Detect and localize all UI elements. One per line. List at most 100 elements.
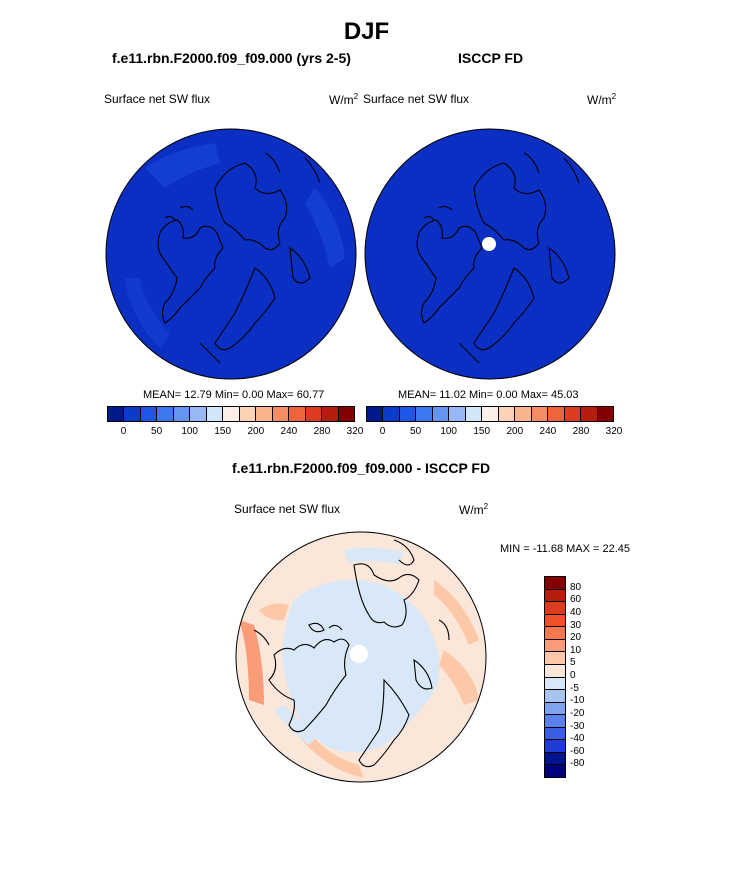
colorbar-swatch <box>545 702 565 716</box>
colorbar-tick-label: -10 <box>570 695 585 707</box>
colorbar-swatch <box>548 407 565 421</box>
left-panel-subtitle: f.e11.rbn.F2000.f09_f09.000 (yrs 2-5) <box>112 50 351 66</box>
colorbar-tick-label: -5 <box>570 682 579 694</box>
left-colorbar-ticks: 0 50 100 150 200 240 280 320 <box>107 426 364 440</box>
left-panel-variable: Surface net SW flux <box>104 92 211 106</box>
left-colorbar <box>107 406 355 422</box>
colorbar-swatch <box>545 602 565 615</box>
right-panel-units: W/m2 <box>587 92 617 107</box>
colorbar-tick-label: 0 <box>570 670 576 681</box>
colorbar-swatch <box>140 407 158 421</box>
colorbar-tick-label: 60 <box>570 594 582 606</box>
colorbar-tick-label: 200 <box>247 426 265 437</box>
colorbar-swatch <box>531 407 549 421</box>
colorbar-swatch <box>289 407 306 421</box>
diff-colorbar <box>544 576 566 778</box>
diff-panel-units: W/m2 <box>459 502 489 517</box>
colorbar-swatch <box>545 690 565 703</box>
colorbar-tick-label: 50 <box>410 426 422 437</box>
colorbar-swatch <box>367 407 384 421</box>
diff-panel-variable: Surface net SW flux <box>234 502 341 516</box>
colorbar-tick-label: 280 <box>572 426 590 437</box>
colorbar-swatch <box>432 407 450 421</box>
diff-panel-map <box>235 531 487 783</box>
colorbar-tick-label: 150 <box>473 426 491 437</box>
colorbar-tick-label: -60 <box>570 745 585 757</box>
left-panel-map <box>105 128 357 380</box>
colorbar-tick-label: -20 <box>570 707 585 719</box>
colorbar-swatch <box>545 614 565 628</box>
colorbar-tick-label: 5 <box>570 657 576 669</box>
colorbar-tick-label: 100 <box>181 426 198 437</box>
colorbar-swatch <box>338 407 355 421</box>
colorbar-tick-label: 200 <box>506 426 524 437</box>
colorbar-swatch <box>108 407 125 421</box>
colorbar-swatch <box>465 407 483 421</box>
diff-colorbar-ticks: 80 60 40 30 20 10 5 0 -5 -10 -20 -30 -40 -60 -80 <box>570 576 610 778</box>
colorbar-swatch <box>190 407 207 421</box>
colorbar-swatch <box>545 715 565 728</box>
colorbar-swatch <box>545 652 565 665</box>
colorbar-swatch <box>597 407 614 421</box>
colorbar-swatch <box>545 677 565 691</box>
colorbar-swatch <box>482 407 499 421</box>
colorbar-tick-label: 150 <box>214 426 232 437</box>
polar-mask-circle <box>350 645 368 663</box>
colorbar-tick-label: 100 <box>440 426 457 437</box>
colorbar-swatch <box>545 589 565 603</box>
colorbar-swatch <box>545 639 565 653</box>
colorbar-swatch <box>383 407 400 421</box>
right-panel-map <box>364 128 616 380</box>
colorbar-swatch <box>564 407 582 421</box>
colorbar-tick-label: 240 <box>539 426 557 437</box>
colorbar-swatch <box>416 407 433 421</box>
colorbar-swatch <box>545 752 565 766</box>
colorbar-tick-label: 0 <box>379 426 386 437</box>
right-panel-stats: MEAN= 11.02 Min= 0.00 Max= 45.03 <box>398 389 579 401</box>
colorbar-tick-label: 240 <box>280 426 298 437</box>
colorbar-swatch <box>173 407 191 421</box>
colorbar-swatch <box>545 740 565 753</box>
colorbar-tick-label: 10 <box>570 644 582 656</box>
colorbar-swatch <box>498 407 516 421</box>
figure-title: DJF <box>343 18 390 45</box>
colorbar-swatch <box>449 407 466 421</box>
colorbar-tick-label: 50 <box>151 426 163 437</box>
diff-panel-subtitle: f.e11.rbn.F2000.f09_f09.000 - ISCCP FD <box>232 460 491 476</box>
colorbar-tick-label: -30 <box>570 720 585 732</box>
colorbar-swatch <box>581 407 598 421</box>
colorbar-tick-label: 320 <box>346 426 364 437</box>
colorbar-tick-label: 20 <box>570 632 582 644</box>
colorbar-swatch <box>545 577 565 590</box>
colorbar-tick-label: 30 <box>570 619 582 631</box>
left-panel-stats: MEAN= 12.79 Min= 0.00 Max= 60.77 <box>143 389 325 401</box>
colorbar-swatch <box>545 664 565 678</box>
colorbar-swatch <box>322 407 339 421</box>
colorbar-tick-label: 80 <box>570 581 582 593</box>
colorbar-swatch <box>223 407 240 421</box>
colorbar-tick-label: 0 <box>120 426 127 437</box>
colorbar-swatch <box>124 407 141 421</box>
colorbar-tick-label: 320 <box>605 426 623 437</box>
colorbar-swatch <box>545 627 565 640</box>
colorbar-swatch <box>272 407 290 421</box>
colorbar-tick-label: 280 <box>313 426 331 437</box>
right-panel-variable: Surface net SW flux <box>363 92 470 106</box>
right-colorbar-ticks: 0 50 100 150 200 240 280 320 <box>366 426 623 440</box>
colorbar-tick-label: -40 <box>570 733 585 745</box>
colorbar-swatch <box>239 407 257 421</box>
right-panel-subtitle: ISCCP FD <box>458 50 524 66</box>
diff-panel-stats: MIN = -11.68 MAX = 22.45 <box>500 543 631 555</box>
colorbar-swatch <box>545 727 565 741</box>
colorbar-swatch <box>256 407 273 421</box>
colorbar-swatch <box>399 407 417 421</box>
left-panel-units: W/m2 <box>329 92 359 107</box>
colorbar-swatch <box>206 407 224 421</box>
colorbar-swatch <box>545 765 565 777</box>
colorbar-swatch <box>157 407 174 421</box>
polar-mask-circle <box>482 237 496 251</box>
colorbar-swatch <box>305 407 323 421</box>
colorbar-tick-label: 40 <box>570 606 582 618</box>
colorbar-tick-label: -80 <box>570 758 585 770</box>
right-colorbar <box>366 406 614 422</box>
